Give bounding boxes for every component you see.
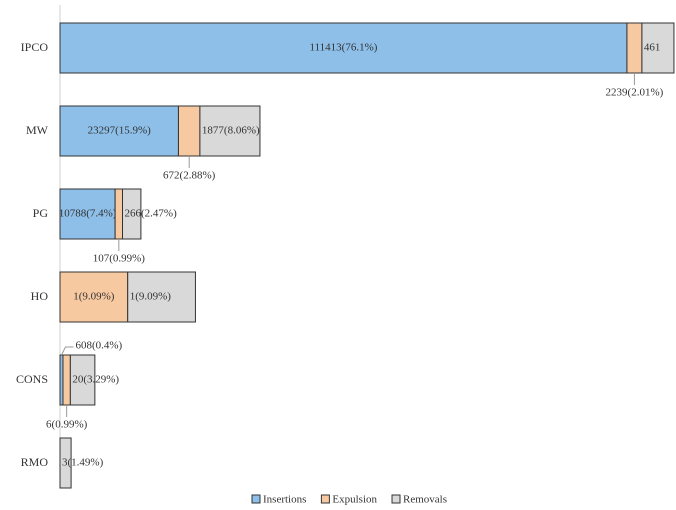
bar-segment [69, 354, 96, 406]
legend-label: Removals [403, 494, 447, 506]
data-label: 608(0.4%) [75, 340, 122, 352]
legend-label: Expulsion [332, 494, 377, 506]
data-label: 23297(15.9%) [88, 125, 152, 137]
data-label: 1(9.09%) [73, 291, 115, 303]
data-label: 461 [644, 42, 661, 54]
category-label: IPCO [21, 40, 49, 54]
data-label: 111413(76.1%) [310, 42, 378, 54]
bar-segment [127, 271, 196, 323]
bar-segment [199, 105, 261, 157]
bar-segment [59, 22, 628, 74]
data-label: 266(2.47%) [125, 208, 178, 220]
category-label: PG [33, 206, 49, 220]
bar-segment [59, 271, 129, 323]
data-label: 2239(2.01%) [606, 87, 664, 99]
legend-label: Insertions [263, 494, 306, 506]
bar-segment [114, 188, 124, 240]
bar-segment [59, 105, 179, 157]
category-label: RMO [21, 455, 49, 469]
data-label: 3(1.49%) [62, 457, 104, 469]
legend-swatch [391, 494, 401, 504]
data-label: 20(3.29%) [72, 374, 119, 386]
category-label: HO [31, 289, 49, 303]
legend-swatch [320, 494, 330, 504]
data-label: 6(0.99%) [46, 419, 88, 431]
bar-segment [59, 437, 72, 489]
data-label: 1(9.09%) [130, 291, 172, 303]
bar-segment [122, 188, 142, 240]
bar-segment [62, 354, 71, 406]
bar-segment [59, 188, 116, 240]
data-label: 1877(8.06%) [202, 125, 260, 137]
leader-line [61, 346, 74, 356]
data-label: 672(2.88%) [163, 170, 216, 182]
data-label: 10788(7.4%) [59, 208, 117, 220]
bar-segment [641, 22, 675, 74]
category-label: CONS [16, 372, 48, 386]
data-label: 107(0.99%) [93, 253, 146, 265]
legend-swatch [251, 494, 261, 504]
bar-segment [177, 105, 201, 157]
bar-segment [626, 22, 643, 74]
category-label: MW [26, 123, 49, 137]
